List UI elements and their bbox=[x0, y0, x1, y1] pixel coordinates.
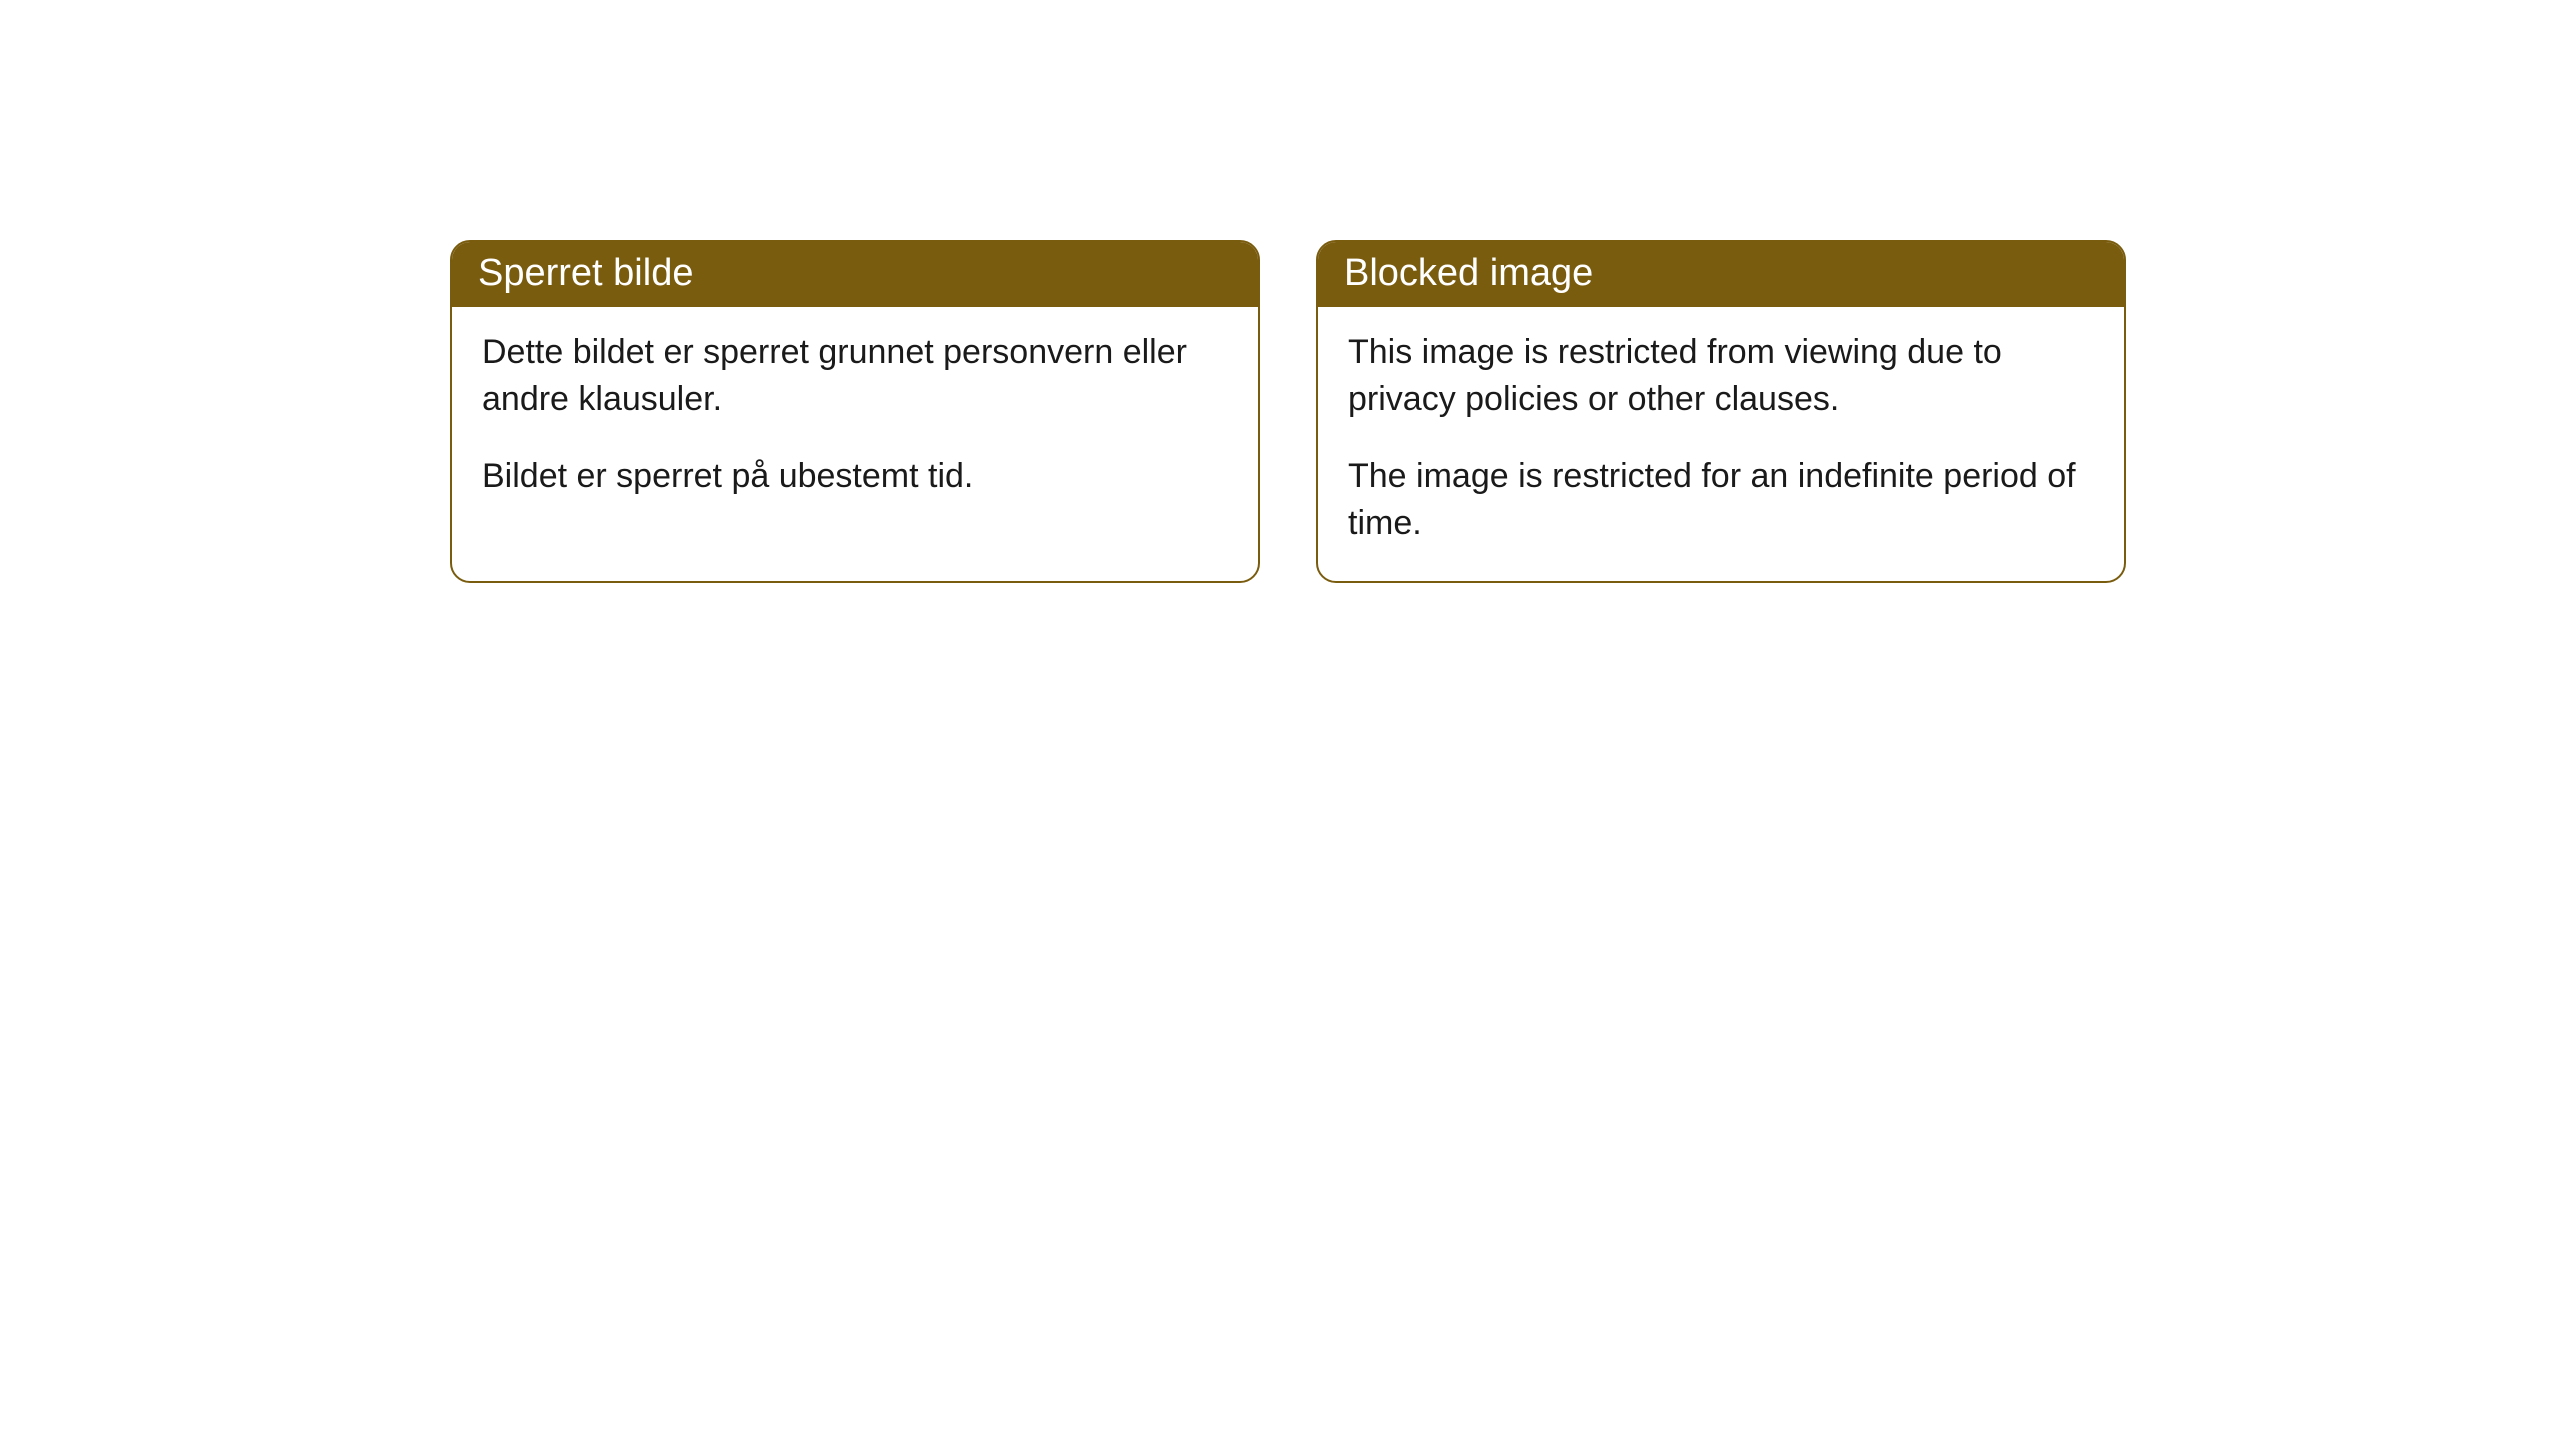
notice-paragraph-1: Dette bildet er sperret grunnet personve… bbox=[482, 329, 1228, 423]
notice-header: Sperret bilde bbox=[452, 242, 1258, 307]
notice-container: Sperret bilde Dette bildet er sperret gr… bbox=[0, 0, 2560, 583]
notice-header: Blocked image bbox=[1318, 242, 2124, 307]
notice-paragraph-1: This image is restricted from viewing du… bbox=[1348, 329, 2094, 423]
notice-paragraph-2: The image is restricted for an indefinit… bbox=[1348, 453, 2094, 547]
notice-card-norwegian: Sperret bilde Dette bildet er sperret gr… bbox=[450, 240, 1260, 583]
notice-body: Dette bildet er sperret grunnet personve… bbox=[452, 307, 1258, 534]
notice-card-english: Blocked image This image is restricted f… bbox=[1316, 240, 2126, 583]
notice-paragraph-2: Bildet er sperret på ubestemt tid. bbox=[482, 453, 1228, 500]
notice-body: This image is restricted from viewing du… bbox=[1318, 307, 2124, 581]
